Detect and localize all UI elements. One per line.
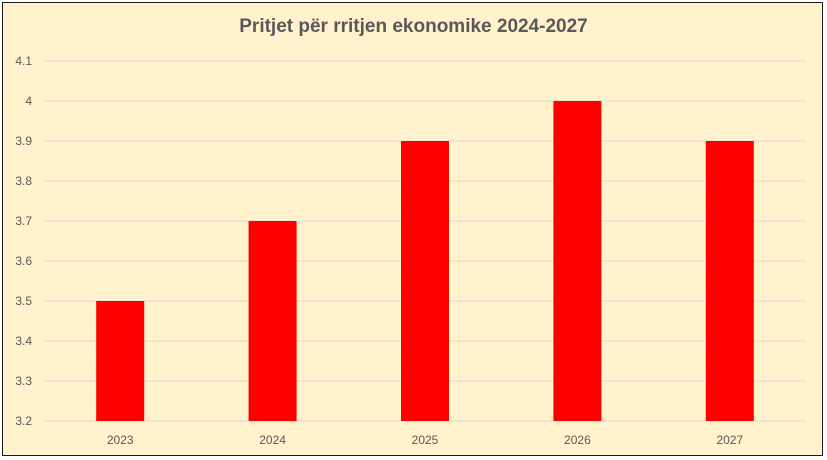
x-tick-label: 2027	[716, 433, 743, 447]
y-tick-label: 3.5	[15, 294, 32, 308]
x-tick-label: 2025	[412, 433, 439, 447]
y-tick-label: 4.1	[15, 54, 32, 68]
y-tick-label: 3.7	[15, 214, 32, 228]
bar-2027	[705, 141, 754, 421]
bar-2024	[248, 221, 297, 421]
y-tick-label: 3.9	[15, 134, 32, 148]
chart-title: Pritjet për rritjen ekonomike 2024-2027	[239, 16, 588, 37]
bar-2026	[553, 101, 602, 421]
bar-2025	[401, 141, 449, 421]
x-tick-label: 2026	[564, 433, 591, 447]
x-tick-label: 2023	[107, 433, 134, 447]
y-tick-label: 4	[25, 94, 32, 108]
x-axis-tick-labels: 2023 2024 2025 2026 2027	[107, 433, 744, 447]
y-tick-label: 3.3	[15, 374, 32, 388]
y-tick-label: 3.2	[15, 414, 32, 428]
y-tick-label: 3.6	[15, 254, 32, 268]
y-tick-label: 3.4	[15, 334, 32, 348]
x-tick-label: 2024	[259, 433, 286, 447]
bars	[96, 101, 754, 421]
y-axis-tick-labels: 3.2 3.3 3.4 3.5 3.6 3.7 3.8 3.9 4 4.1	[15, 54, 32, 428]
bar-2023	[96, 301, 145, 421]
y-tick-label: 3.8	[15, 174, 32, 188]
